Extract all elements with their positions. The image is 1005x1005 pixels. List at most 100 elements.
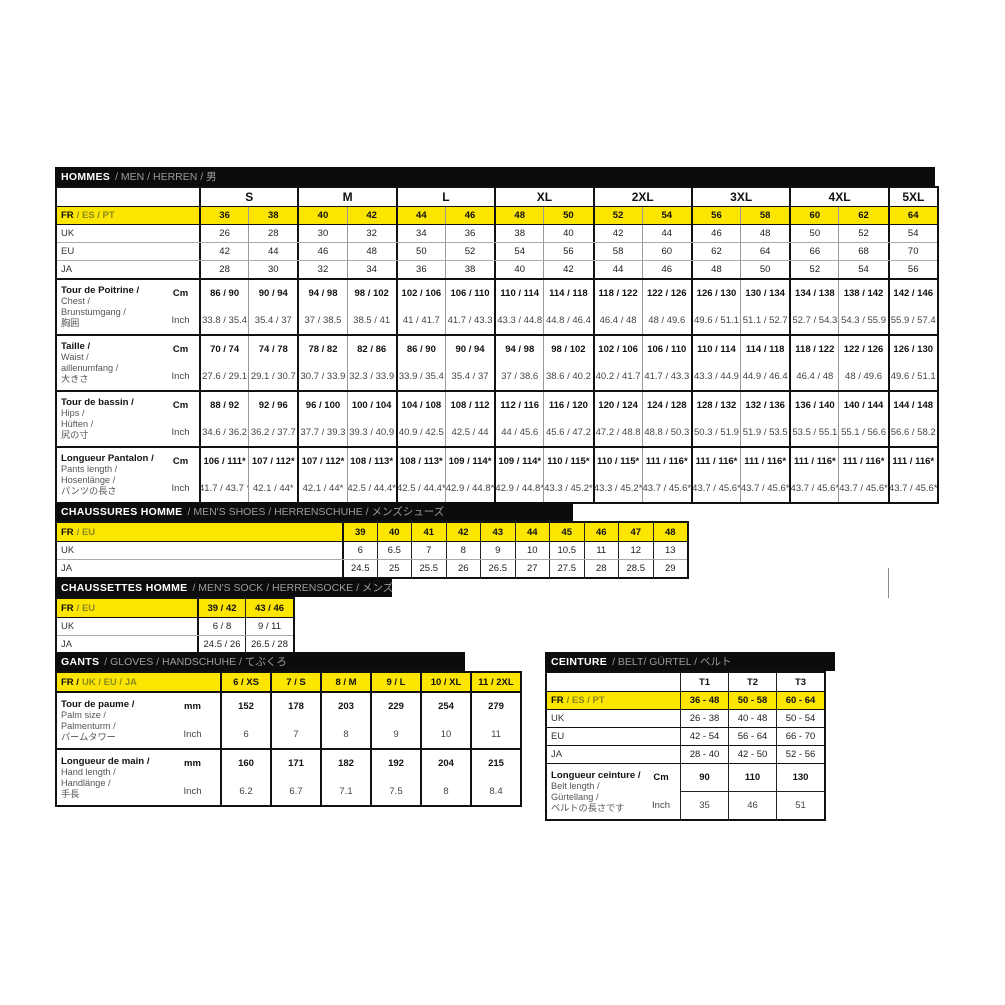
value-cell: 58 xyxy=(592,243,642,260)
value-cell: 204 8 xyxy=(420,750,470,805)
row-fr-eu-label: FR / EU xyxy=(57,599,197,617)
value-cell: 111 / 116* 43.7 / 45.6* xyxy=(690,448,740,502)
belt-row-fr-es-pt-label: FR / ES / PT xyxy=(547,692,680,709)
value-cell: 94 / 98 37 / 38.5 xyxy=(297,280,346,334)
shoes-table-title: CHAUSSURES HOMME xyxy=(61,505,183,518)
row-uk: UK 26 - 38 40 - 48 50 - 54 xyxy=(547,709,824,727)
socks-table-title-bar: CHAUSSETTES HOMME / MEN'S SOCK / HERRENS… xyxy=(55,578,392,597)
unit-inch: Inch xyxy=(652,799,670,811)
value-cell: 46 xyxy=(641,261,691,278)
value-cell: 64 xyxy=(740,243,789,260)
value-cell: 144 / 148 56.6 / 58.2 xyxy=(887,392,937,446)
value-cell: 110 / 114 43.3 / 44.9 xyxy=(690,336,740,390)
unit-mm: mm xyxy=(184,758,201,770)
glove-size-cell: 9 / L xyxy=(370,673,420,691)
section-label-hips: Tour de bassin / Hips / Hüften / 尻の寸 xyxy=(61,397,134,440)
value-cell: 24.5 xyxy=(342,560,377,577)
row-fr-es-pt: FR / ES / PT 36 38 40 42 44 46 48 50 52 54 56 58 60 62 6… xyxy=(57,206,937,224)
value-cell: 140 / 144 55.1 / 56.6 xyxy=(838,392,887,446)
value-cell: 43 / 46 xyxy=(245,599,293,617)
section-waist: Taille / Waist / aillenumfang / 大きさ Cm Inch 70… xyxy=(57,334,937,390)
mens-table-subtitle: / MEN / HERREN / 男 xyxy=(115,171,217,183)
value-cell: 90 / 94 35.4 / 37 xyxy=(248,280,297,334)
value-cell: 106 / 111* 41.7 / 43.7 * xyxy=(199,448,248,502)
value-cell: 98 / 102 38.5 / 41 xyxy=(346,280,396,334)
value-cell: 52 xyxy=(789,261,838,278)
t-size-cell: T2 xyxy=(728,673,776,691)
value-cell: 78 / 82 30.7 / 33.9 xyxy=(297,336,346,390)
section-hips: Tour de bassin / Hips / Hüften / 尻の寸 Cm Inch 8… xyxy=(57,390,937,446)
mens-table-title-bar: HOMMES / MEN / HERREN / 男 xyxy=(55,167,935,186)
unit-cm: Cm xyxy=(172,400,189,411)
belt-table-subtitle: / BELT/ GÜRTEL / ベルト xyxy=(612,656,732,668)
value-cell: 48 xyxy=(346,243,396,260)
value-cell: 102 / 106 41 / 41.7 xyxy=(395,280,445,334)
value-cell: 107 / 112* 42.1 / 44* xyxy=(248,448,297,502)
value-cell: 42 xyxy=(445,523,481,541)
value-cell: 44 xyxy=(641,225,691,242)
value-cell: 46 xyxy=(444,207,494,224)
size-group-m: M xyxy=(297,188,395,206)
glove-size-cell: 11 / 2XL xyxy=(470,673,520,691)
value-cell: 64 xyxy=(887,207,937,224)
value-cell: 116 / 120 45.6 / 47.2 xyxy=(543,392,592,446)
value-cell: 100 / 104 39.3 / 40.9 xyxy=(346,392,396,446)
value-cell: 44 xyxy=(395,207,445,224)
belt-row-eu-label: EU xyxy=(551,731,565,742)
belt-row-fr-es-pt-label-primary: FR xyxy=(551,695,564,706)
value-cell: 26 xyxy=(445,560,481,577)
unit-inch: Inch xyxy=(171,427,190,438)
value-cell: 56 xyxy=(887,261,937,278)
unit-inch: Inch xyxy=(171,371,190,382)
row-eu: EU 42 - 54 56 - 64 66 - 70 xyxy=(547,727,824,745)
size-group-s: S xyxy=(199,188,297,206)
value-cell: 126 / 130 49.6 / 51.1 xyxy=(887,336,937,390)
value-cell: 120 / 124 47.2 / 48.8 xyxy=(592,392,642,446)
value-cell: 42 xyxy=(543,261,592,278)
value-cell: 28 - 40 xyxy=(680,746,728,763)
row-uk: UK 6 6.5 7 8 9 10 10.5 11 12 13 xyxy=(57,541,687,559)
unit-inch: Inch xyxy=(183,728,202,740)
belt-table-title: CEINTURE xyxy=(551,655,608,668)
row-fr-eu-label-primary: FR xyxy=(61,526,74,538)
row-fr-eu: FR / EU 39 40 41 42 43 44 45 46 47 48 xyxy=(57,523,687,541)
value-cell: 160 6.2 xyxy=(220,750,270,805)
value-cell: 52 xyxy=(592,207,642,224)
value-cell: 40 xyxy=(543,225,592,242)
value-cell: 109 / 114* 42.9 / 44.8* xyxy=(444,448,494,502)
value-cell: 50 xyxy=(395,243,445,260)
value-cell: 38 xyxy=(444,261,494,278)
value-cell: 108 / 113* 42.5 / 44.4* xyxy=(395,448,445,502)
section-label-waist: Taille / Waist / aillenumfang / 大きさ xyxy=(61,341,119,384)
value-cell: 138 / 142 54.3 / 55.9 xyxy=(838,280,887,334)
value-cell: 102 / 106 40.2 / 41.7 xyxy=(592,336,642,390)
value-cell: 50 xyxy=(543,207,592,224)
value-cell: 112 / 116 44 / 45.6 xyxy=(494,392,543,446)
value-cell: 111 / 116* 43.7 / 45.6* xyxy=(740,448,789,502)
value-cell: 108 / 112 42.5 / 44 xyxy=(444,392,494,446)
unit-inch: Inch xyxy=(183,785,202,797)
value-cell: 114 / 118 44.9 / 46.4 xyxy=(740,336,789,390)
value-cell: 54 xyxy=(838,261,887,278)
value-cell: 36 - 48 xyxy=(680,692,728,709)
unit-cell: mm Inch xyxy=(165,693,220,748)
value-cell: 26.5 xyxy=(480,560,515,577)
value-cell: 130 / 134 51.1 / 52.7 xyxy=(740,280,789,334)
value-cell: 40 - 48 xyxy=(728,710,776,727)
row-t-sizes: T1 T2 T3 xyxy=(547,673,824,691)
value-cell: 90 / 94 35.4 / 37 xyxy=(444,336,494,390)
value-cell: 41 xyxy=(411,523,446,541)
value-cell: 12 xyxy=(618,542,653,559)
value-cell: 9 xyxy=(480,542,515,559)
section-chest: Tour de Poitrine / Chest / Brunstumgang / 胸… xyxy=(57,278,937,334)
value-cell: 6 / 8 xyxy=(197,618,245,635)
gloves-table-title-bar: GANTS / GLOVES / HANDSCHUHE / てぶくろ xyxy=(55,652,465,671)
section-palm-size: Tour de paume / Palm size / Palmenturm / パー… xyxy=(57,691,520,748)
socks-table-subtitle: / MEN'S SOCK / HERRENSOCKE / メンズソックス xyxy=(192,582,392,594)
value-cell: 54 xyxy=(887,225,937,242)
value-cell: 128 / 132 50.3 / 51.9 xyxy=(690,392,740,446)
value-cell: 106 / 110 41.7 / 43.3 xyxy=(444,280,494,334)
row-fr-es-pt-label-primary: FR xyxy=(61,210,74,221)
